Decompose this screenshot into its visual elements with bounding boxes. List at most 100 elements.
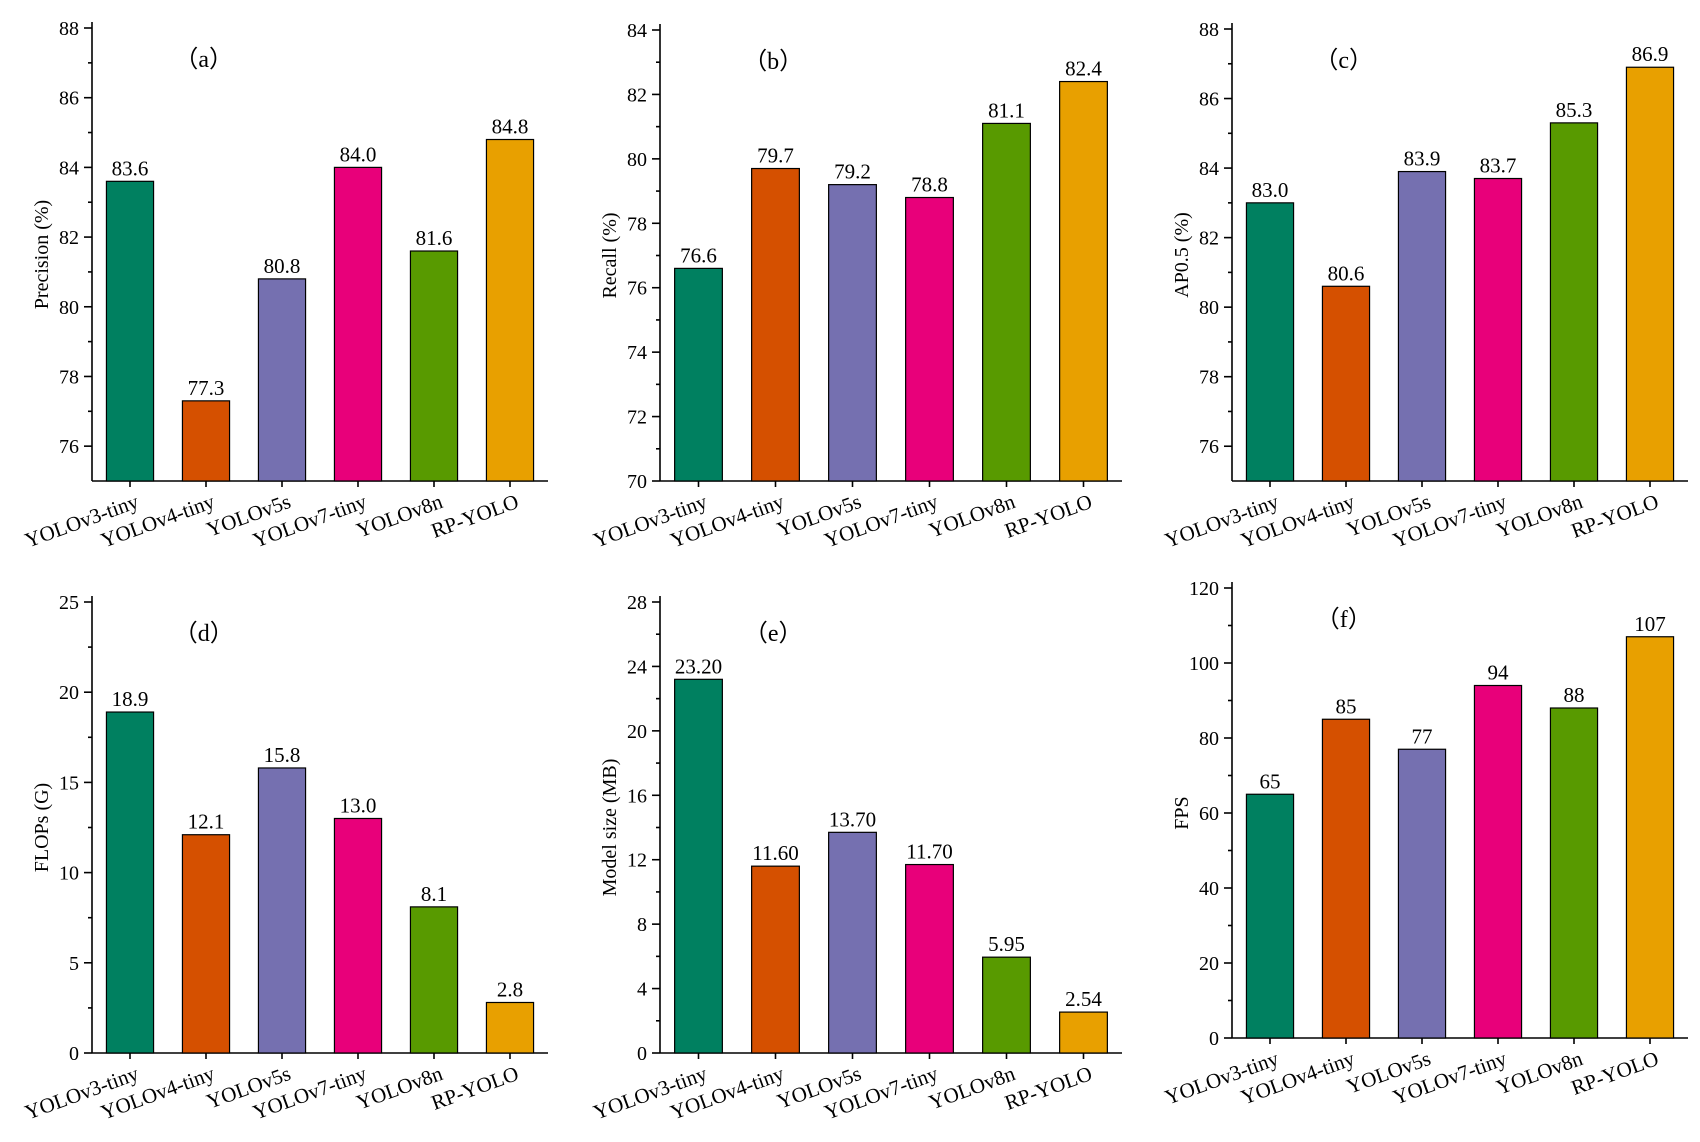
y-tick-label: 60 (1199, 803, 1219, 825)
panel-tag: （a） (174, 47, 233, 73)
value-label: 76.6 (680, 243, 717, 267)
value-label: 8.1 (421, 882, 447, 906)
y-tick-label: 4 (637, 979, 647, 1001)
y-axis-label: Model size (MB) (599, 759, 621, 897)
y-tick-label: 25 (59, 592, 79, 614)
y-tick-label: 24 (627, 656, 647, 678)
chart-panel-6: 020406080100120FPS（f）65YOLOv3-tiny85YOLO… (1162, 578, 1688, 1109)
bar-yolov8n (982, 956, 1031, 1054)
bar-yolov5s (257, 767, 307, 1054)
bar-yolov8n (1549, 122, 1599, 482)
value-label: 15.8 (264, 743, 301, 767)
bar-yolov3-tiny (1245, 793, 1295, 1039)
y-tick-label: 20 (627, 721, 647, 743)
panel-tag: （d） (174, 621, 234, 647)
bar-yolov7-tiny (1473, 177, 1523, 482)
value-label: 107 (1634, 612, 1666, 636)
y-tick-label: 84 (59, 157, 79, 179)
value-label: 12.1 (188, 810, 225, 834)
x-tick-label: RP-YOLO (1568, 489, 1662, 543)
y-tick-label: 70 (627, 471, 647, 493)
value-label: 79.2 (834, 160, 871, 184)
y-tick-label: 100 (1189, 653, 1219, 675)
bar-yolov7-tiny (333, 817, 383, 1054)
value-label: 78.8 (911, 173, 948, 197)
y-tick-label: 120 (1189, 578, 1219, 600)
bar-rp-yolo (1625, 636, 1675, 1039)
y-tick-label: 88 (1199, 19, 1219, 41)
x-tick-label: RP-YOLO (1568, 1046, 1662, 1100)
bar-yolov3-tiny (105, 180, 155, 482)
bar-yolov5s (1397, 170, 1447, 482)
bar-yolov5s (257, 278, 307, 482)
value-label: 81.6 (416, 226, 453, 250)
y-tick-label: 84 (627, 20, 647, 42)
y-tick-label: 74 (627, 342, 647, 364)
value-label: 23.20 (675, 654, 722, 678)
value-label: 85 (1336, 694, 1357, 718)
bar-yolov7-tiny (333, 166, 383, 482)
bar-yolov7-tiny (905, 196, 954, 482)
bar-yolov3-tiny (674, 678, 723, 1054)
y-tick-label: 82 (59, 227, 79, 249)
value-label: 94 (1488, 661, 1510, 685)
bar-yolov3-tiny (105, 711, 155, 1054)
y-tick-label: 88 (59, 18, 79, 40)
bar-yolov8n (409, 250, 459, 482)
y-tick-label: 80 (627, 149, 647, 171)
y-tick-label: 0 (69, 1043, 79, 1065)
bar-yolov4-tiny (1321, 718, 1371, 1039)
x-tick-label: YOLOv8n (926, 1061, 1019, 1114)
value-label: 77 (1412, 724, 1433, 748)
y-tick-label: 0 (637, 1043, 647, 1065)
y-tick-label: 82 (1199, 228, 1219, 250)
y-tick-label: 76 (627, 278, 647, 300)
value-label: 84.8 (492, 115, 529, 139)
y-axis-label: FLOPs (G) (31, 783, 53, 872)
value-label: 11.60 (752, 841, 798, 865)
x-tick-label: YOLOv8n (926, 489, 1019, 542)
y-tick-label: 40 (1199, 878, 1219, 900)
y-tick-label: 8 (637, 914, 647, 936)
y-tick-label: 76 (59, 436, 79, 458)
value-label: 11.70 (906, 840, 952, 864)
bar-rp-yolo (485, 138, 535, 482)
bar-yolov4-tiny (751, 167, 800, 482)
y-tick-label: 10 (59, 863, 79, 885)
panel-tag: （e） (744, 621, 803, 647)
y-axis-label: Precision (%) (31, 200, 53, 309)
y-tick-label: 15 (59, 772, 79, 794)
value-label: 79.7 (757, 144, 794, 168)
value-label: 5.95 (988, 932, 1025, 956)
y-tick-label: 12 (627, 850, 647, 872)
value-label: 13.70 (829, 807, 876, 831)
y-axis-label: Recall (%) (599, 212, 621, 298)
bar-yolov8n (982, 122, 1031, 482)
x-tick-label: RP-YOLO (428, 1061, 522, 1115)
x-tick-label: RP-YOLO (1001, 1061, 1095, 1115)
value-label: 83.0 (1252, 178, 1289, 202)
panel-tag: （c） (1314, 48, 1373, 74)
bar-yolov3-tiny (674, 267, 723, 482)
y-tick-label: 78 (59, 366, 79, 388)
y-axis-label: AP0.5 (%) (1171, 212, 1193, 298)
y-tick-label: 20 (59, 682, 79, 704)
value-label: 83.7 (1480, 154, 1517, 178)
value-label: 77.3 (188, 376, 225, 400)
bar-rp-yolo (1625, 66, 1675, 482)
bar-yolov8n (1549, 707, 1599, 1039)
value-label: 81.1 (988, 98, 1025, 122)
y-tick-label: 28 (627, 592, 647, 614)
value-label: 2.8 (497, 977, 523, 1001)
value-label: 85.3 (1556, 98, 1593, 122)
bar-yolov8n (409, 906, 459, 1054)
y-tick-label: 0 (1209, 1028, 1219, 1050)
bar-yolov7-tiny (1473, 684, 1523, 1039)
y-tick-label: 16 (627, 785, 647, 807)
y-tick-label: 78 (627, 213, 647, 235)
bar-rp-yolo (485, 1001, 535, 1054)
